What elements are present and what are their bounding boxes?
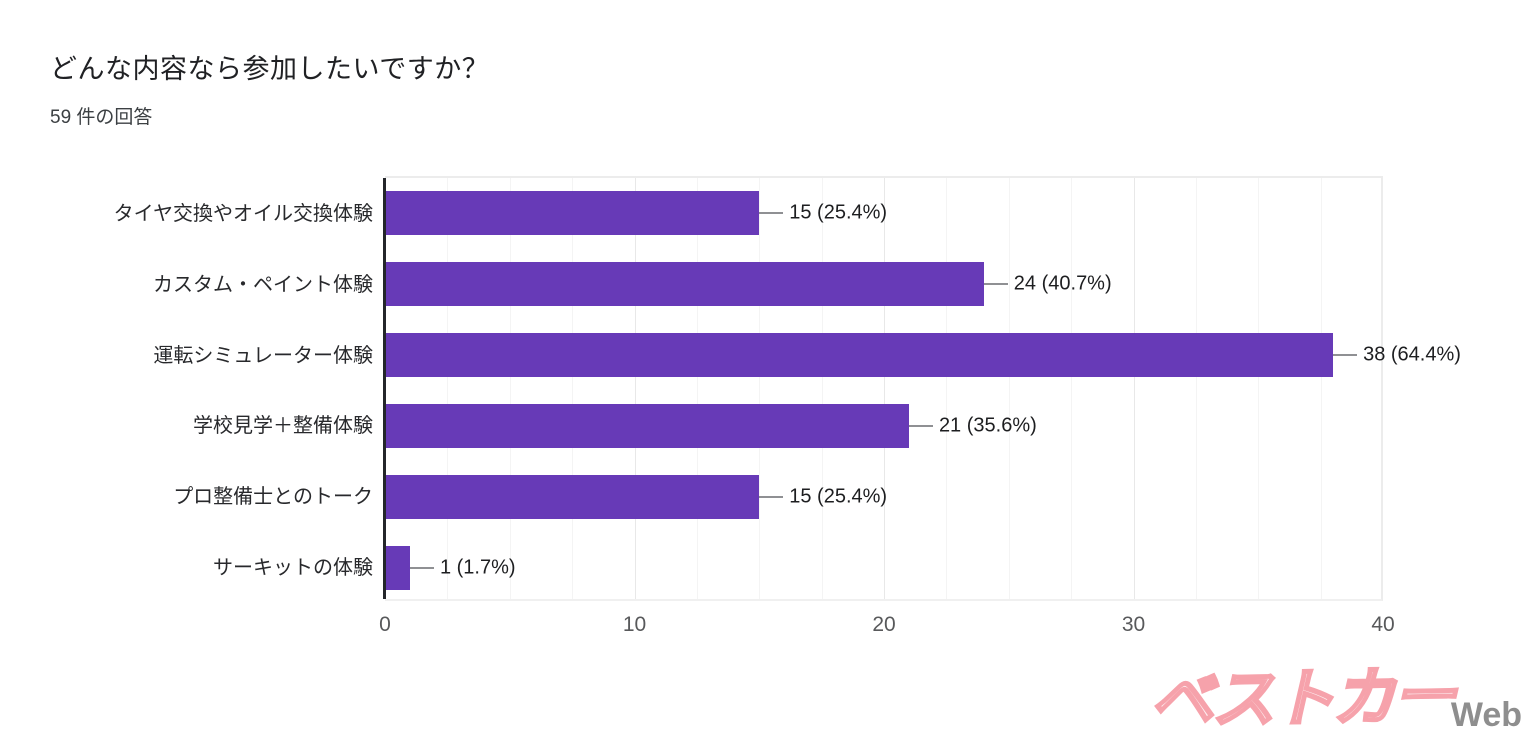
bar-value-label: 1 (1.7%)	[439, 556, 516, 579]
value-callout-line	[1333, 354, 1358, 357]
bar[interactable]	[385, 545, 410, 590]
minor-gridline	[1258, 178, 1260, 599]
minor-gridline	[759, 178, 761, 599]
value-callout-line	[983, 283, 1008, 286]
minor-gridline	[572, 178, 574, 599]
category-label: サーキットの体験	[213, 557, 373, 580]
value-callout-line	[409, 566, 434, 569]
minor-gridline	[1320, 178, 1322, 599]
category-label: 運転シミュレーター体験	[153, 344, 373, 367]
minor-gridline	[447, 178, 449, 599]
x-tick-label: 0	[379, 613, 391, 636]
bar-value-label: 15 (25.4%)	[789, 485, 888, 508]
value-callout-line	[759, 212, 784, 215]
response-count: 59 件の回答	[50, 107, 153, 128]
chart-title: どんな内容なら参加したいですか？	[50, 54, 490, 84]
x-tick-label: 20	[872, 613, 896, 636]
bar-value-label: 38 (64.4%)	[1363, 343, 1461, 366]
minor-gridline	[1008, 178, 1010, 599]
major-gridline	[634, 178, 636, 599]
minor-gridline	[696, 178, 698, 599]
minor-gridline	[946, 178, 948, 599]
category-label: カスタム・ペイント体験	[153, 273, 373, 296]
category-label: プロ整備士とのトーク	[173, 486, 373, 509]
plot-area: 15 (25.4%) 24 (40.7%) 38 (64.4%) 21 (35.6%)…	[383, 176, 1461, 601]
value-callout-line	[759, 495, 784, 498]
value-callout-line	[908, 424, 933, 427]
x-tick-label: 40	[1371, 613, 1395, 636]
bar-value-label: 15 (25.4%)	[789, 201, 888, 224]
zero-axis-line	[383, 178, 386, 599]
major-gridline	[1133, 178, 1135, 599]
category-label: 学校見学＋整備体験	[193, 415, 373, 438]
bar-value-label: 21 (35.6%)	[938, 414, 1037, 437]
bar[interactable]	[385, 403, 909, 448]
minor-gridline	[821, 178, 823, 599]
bar[interactable]	[385, 191, 760, 236]
bar[interactable]	[385, 262, 984, 307]
category-label: タイヤ交換やオイル交換体験	[113, 202, 373, 225]
minor-gridline	[1071, 178, 1073, 599]
minor-gridline	[1195, 178, 1197, 599]
minor-gridline	[509, 178, 511, 599]
bar[interactable]	[385, 474, 760, 519]
x-tick-label: 30	[1121, 613, 1146, 636]
x-axis-ticks: 0 10 20 30 40	[379, 613, 1395, 643]
x-tick-label: 10	[622, 613, 647, 636]
bar-value-label: 24 (40.7%)	[1013, 272, 1112, 295]
major-gridline	[884, 178, 885, 599]
category-axis: タイヤ交換やオイル交換体験カスタム・ペイント体験 運転シミュレーター体験学校見学＋…	[0, 176, 373, 601]
bar[interactable]	[385, 333, 1334, 378]
